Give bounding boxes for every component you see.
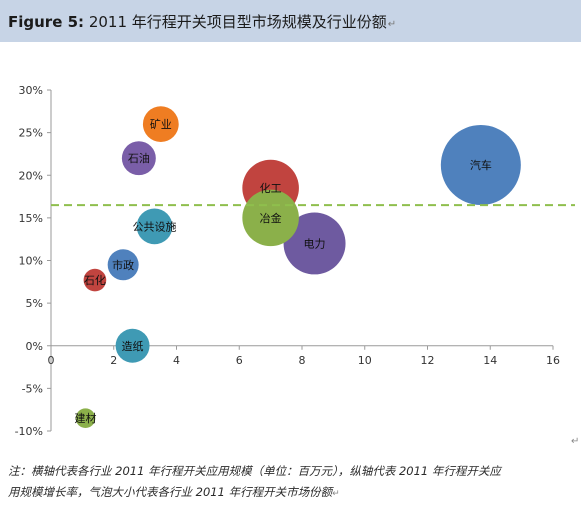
bubble [83, 268, 107, 292]
x-tick-label: 2 [110, 354, 117, 367]
paragraph-mark-icon: ↵ [387, 19, 397, 30]
bubble-label: 造纸 [122, 339, 144, 353]
y-tick-label: 5% [26, 297, 43, 310]
bubble-label: 化工 [260, 181, 282, 195]
x-tick-label: 6 [236, 354, 243, 367]
y-tick-label: -10% [15, 425, 43, 438]
bubble-label: 冶金 [260, 211, 282, 225]
paragraph-mark-icon: ↵ [332, 489, 340, 499]
bubble [107, 249, 139, 281]
bubble [136, 208, 173, 245]
bubble-label: 市政 [112, 258, 134, 272]
bubble [142, 106, 179, 142]
bubble-label: 建材 [75, 411, 97, 425]
x-tick-label: 10 [358, 354, 372, 367]
figure-header: Figure 5: 2011 年行程开关项目型市场规模及行业份额↵ [0, 0, 581, 42]
chart-note: 注：横轴代表各行业 2011 年行程开关应用规模（单位：百万元），纵轴代表 20… [8, 461, 576, 505]
bubble-label: 石油 [128, 151, 150, 165]
x-tick-label: 0 [48, 354, 55, 367]
bubble-label: 电力 [304, 237, 326, 250]
paragraph-mark-icon: ↵ [571, 436, 580, 447]
figure-label: Figure 5: [8, 13, 85, 31]
x-tick-label: 12 [421, 354, 435, 367]
y-tick-label: 0% [26, 340, 43, 353]
bubble-chart-svg: -10% -5% 0% 5% 10% 15% 20% 25% 30% 0 2 4 6 8 10 12 14 16 矿… [15, 84, 575, 438]
bubble-label: 矿业 [150, 118, 172, 131]
y-tick-label: 20% [19, 169, 43, 182]
bubble-chart: -10% -5% 0% 5% 10% 15% 20% 25% 30% 0 2 4 6 8 10 12 14 16 矿… [0, 48, 581, 448]
y-tick-label: -5% [22, 382, 43, 395]
bubble [440, 125, 521, 206]
bubble [75, 408, 96, 429]
bubble [242, 189, 299, 247]
bubble-label: 石化 [84, 273, 106, 287]
x-tick-label: 16 [546, 354, 560, 367]
y-tick-label: 10% [19, 255, 43, 268]
note-line-2: 用规模增长率，气泡大小代表各行业 2011 年行程开关市场份额 [8, 485, 333, 499]
figure-title-text: 2011 年行程开关项目型市场规模及行业份额 [88, 13, 387, 31]
y-tick-label: 15% [19, 212, 43, 225]
y-tick-label: 30% [19, 84, 43, 97]
bubble-label: 汽车 [470, 158, 492, 172]
x-tick-label: 14 [483, 354, 497, 367]
bubble [283, 212, 346, 275]
note-line-1: 注：横轴代表各行业 2011 年行程开关应用规模（单位：百万元），纵轴代表 20… [8, 464, 501, 478]
bubble-label: 公共设施 [133, 220, 177, 233]
x-tick-label: 8 [299, 354, 306, 367]
x-tick-label: 4 [173, 354, 180, 367]
y-tick-label: 25% [19, 127, 43, 140]
bubble [115, 328, 150, 363]
bubble [121, 141, 156, 176]
figure-title: Figure 5: 2011 年行程开关项目型市场规模及行业份额↵ [8, 11, 396, 32]
